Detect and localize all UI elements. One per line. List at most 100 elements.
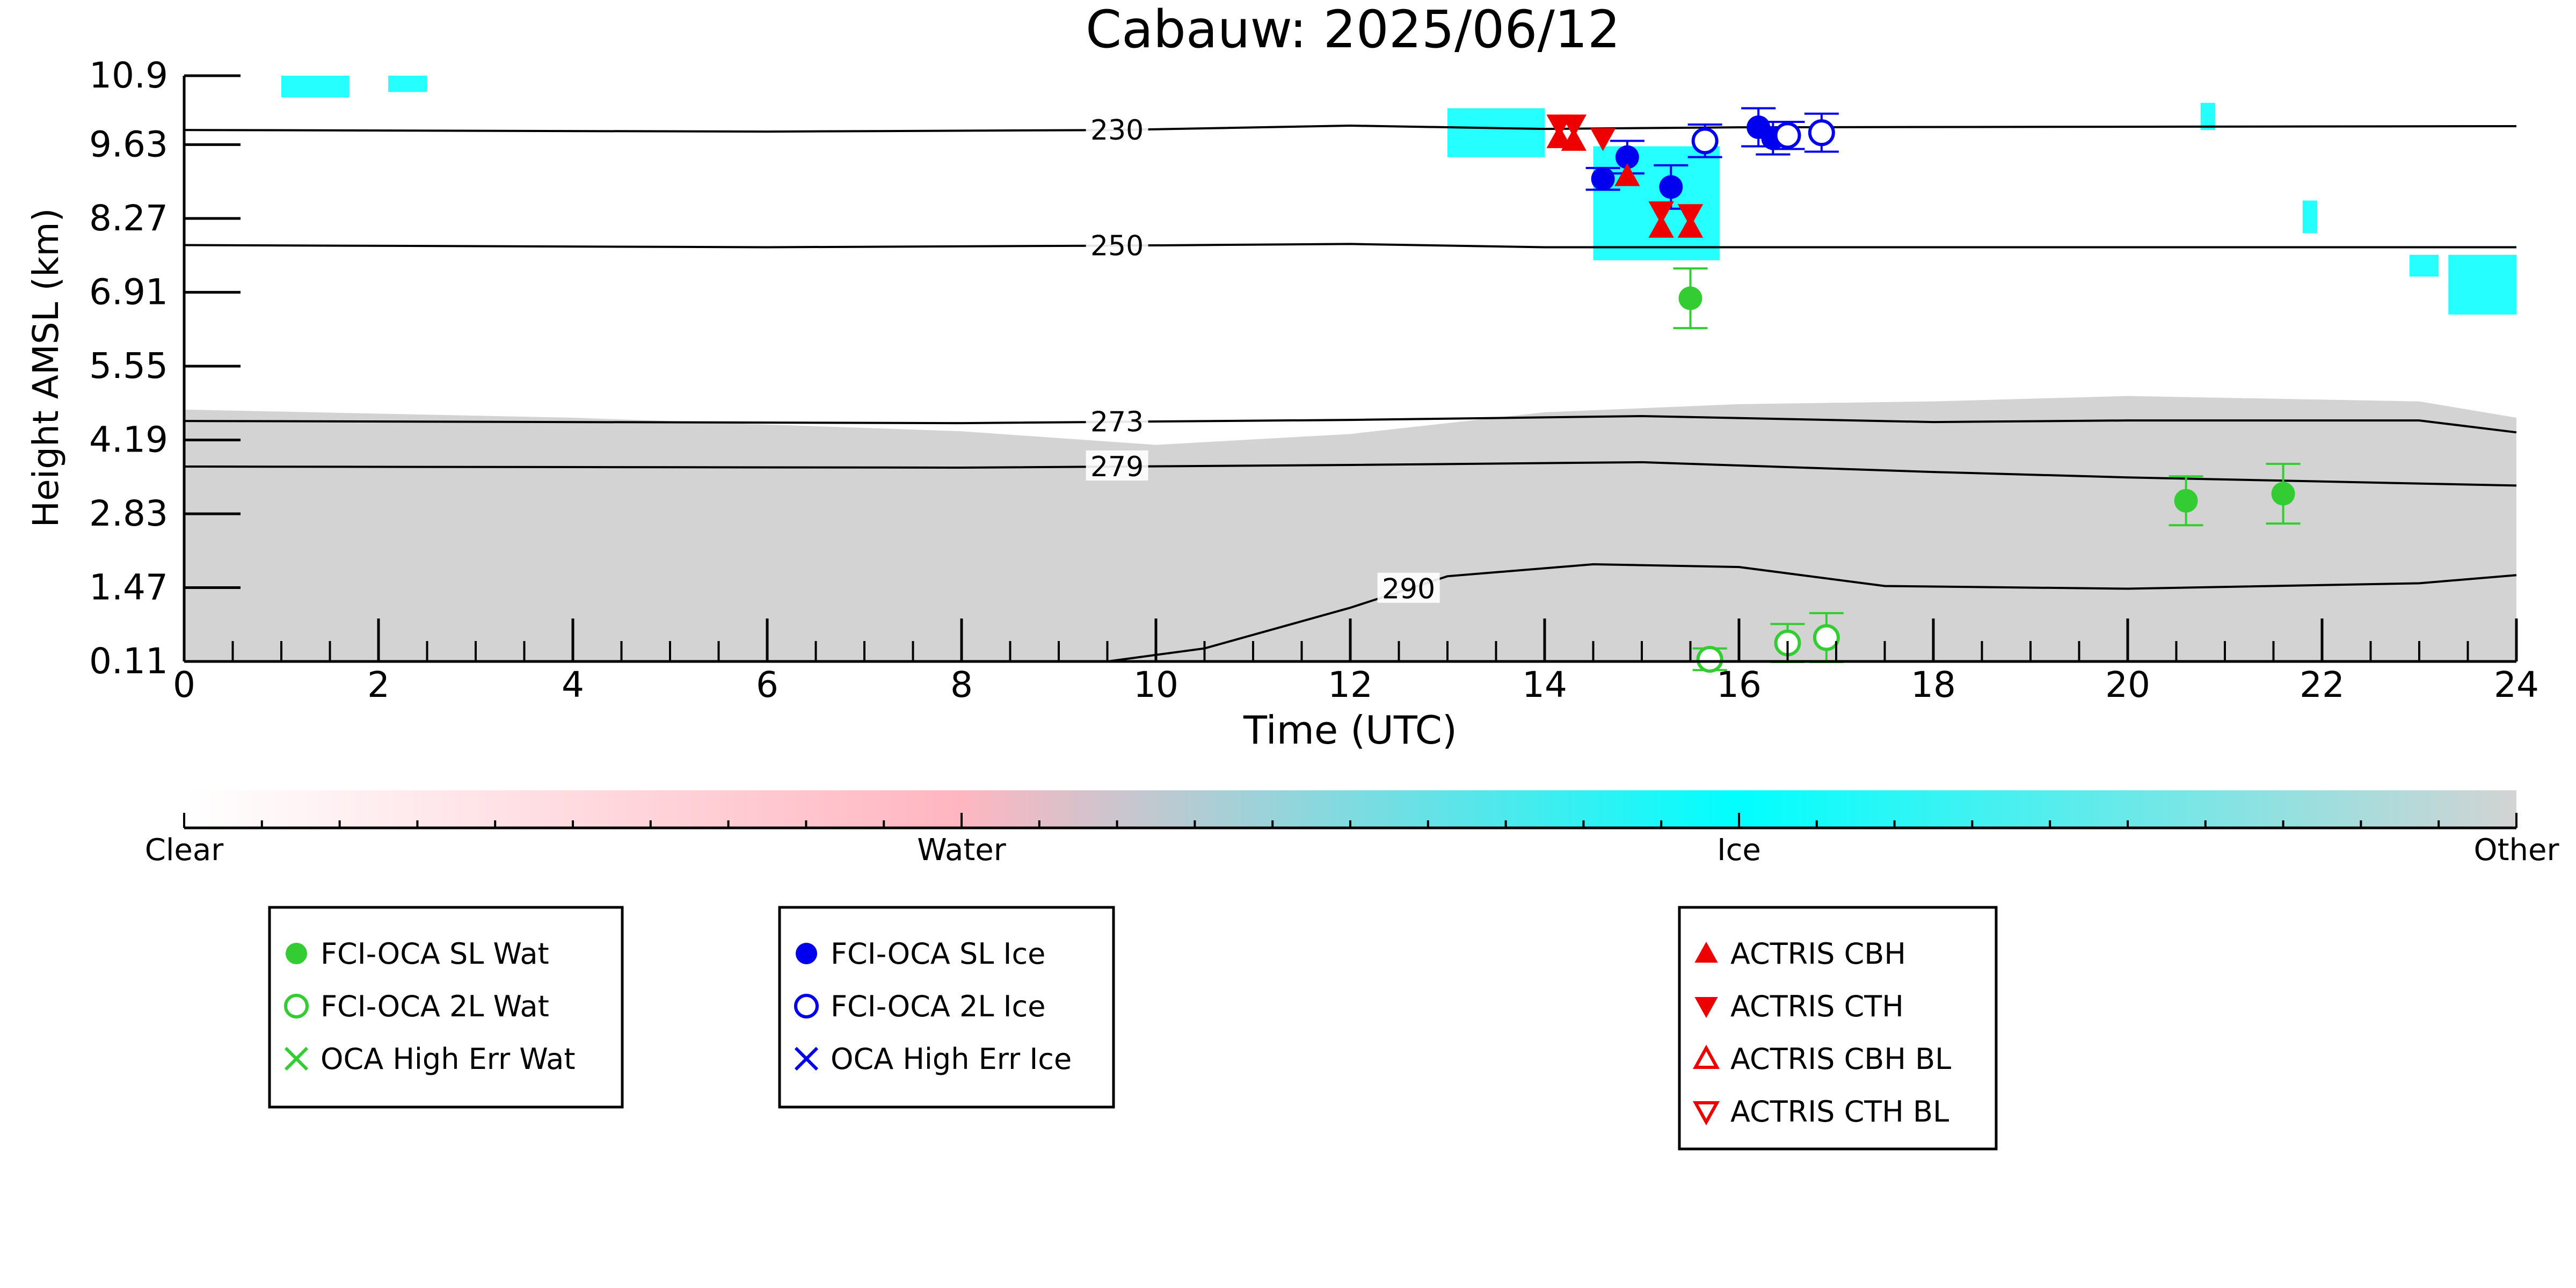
- y-tick-label: 8.27: [89, 198, 168, 239]
- x-tick-label: 2: [367, 664, 390, 705]
- legend-frame: [268, 906, 624, 1109]
- data-point: [1678, 286, 1702, 310]
- data-point: [1614, 163, 1640, 186]
- y-tick-label: 4.19: [89, 419, 168, 460]
- legend-entry: FCI-OCA 2L Ice: [831, 989, 1045, 1023]
- legend-marker: [796, 943, 817, 964]
- other-class-region: [184, 396, 2516, 661]
- contour-label-230: 230: [1090, 114, 1144, 147]
- data-point: [1648, 201, 1674, 224]
- legend-entry: ACTRIS CTH BL: [1730, 1095, 1949, 1129]
- x-tick-label: 14: [1522, 664, 1567, 705]
- colorbar-label: Clear: [145, 833, 224, 868]
- legends: FCI-OCA SL Wat FCI-OCA 2L Wat OCA High Err…: [268, 906, 1998, 1151]
- colorbar-label: Water: [917, 833, 1007, 868]
- contour-label-bg: [1086, 450, 1148, 481]
- y-tick-label: 5.55: [89, 345, 168, 387]
- y-tick-label: 0.11: [89, 641, 168, 682]
- legend-box: FCI-OCA SL Wat FCI-OCA 2L Wat OCA High Err…: [268, 906, 624, 1109]
- legend-marker: [1694, 941, 1718, 963]
- data-point: [1813, 624, 1840, 651]
- contour-label-bg: [1086, 405, 1148, 436]
- temperature-contour-230: [184, 124, 2517, 133]
- legend-marker: [286, 943, 307, 964]
- data-point: [1659, 175, 1683, 199]
- x-tick-label: 4: [562, 664, 584, 705]
- legend-marker: [1692, 1044, 1720, 1069]
- legend-entry: OCA High Err Wat: [321, 1042, 576, 1076]
- plot-area: 230 250 273 279 290: [184, 76, 2517, 673]
- ice-class-region: [281, 76, 350, 98]
- ice-class-region: [2448, 254, 2516, 315]
- contour-label-250: 250: [1090, 230, 1144, 262]
- ice-class-region: [388, 76, 427, 92]
- x-tick-label: 24: [2494, 664, 2539, 705]
- x-tick-label: 6: [756, 664, 778, 705]
- contour-label-bg: [1086, 229, 1148, 260]
- y-tick-label: 9.63: [89, 123, 168, 165]
- x-tick-label: 20: [2105, 664, 2150, 705]
- data-point: [1808, 119, 1835, 147]
- temperature-contour-290: [1107, 563, 2517, 663]
- ice-class-region: [2302, 200, 2317, 234]
- x-tick-label: 0: [173, 664, 195, 705]
- contour-label-bg: [1086, 114, 1148, 144]
- colorbar-label: Other: [2473, 833, 2559, 868]
- legend-entry: ACTRIS CTH: [1730, 989, 1904, 1023]
- y-axis-label: Height AMSL (km): [25, 208, 67, 528]
- x-tick-label: 16: [1716, 664, 1762, 705]
- colorbar-label: Ice: [1717, 833, 1761, 868]
- data-point: [1590, 128, 1616, 151]
- legend-marker: [284, 1046, 309, 1071]
- x-axis-label: Time (UTC): [1243, 708, 1457, 753]
- data-point: [2174, 489, 2198, 513]
- legend-marker: [1692, 1101, 1720, 1126]
- data-point: [1591, 167, 1615, 191]
- ice-class-region: [2409, 254, 2439, 277]
- x-tick-label: 12: [1328, 664, 1373, 705]
- y-tick-label: 2.83: [89, 493, 168, 534]
- x-tick-label: 10: [1133, 664, 1178, 705]
- data-point: [2271, 482, 2295, 506]
- data-point: [1648, 215, 1674, 238]
- legend-marker: [1694, 997, 1718, 1018]
- colorbar: Clear Water Ice Other: [145, 790, 2559, 868]
- chart-title: Cabauw: 2025/06/12: [1086, 0, 1620, 60]
- ice-class-region: [1447, 108, 1545, 157]
- temperature-contour-279: [184, 461, 2517, 487]
- data-point: [1696, 645, 1723, 673]
- x-tick-label: 22: [2300, 664, 2345, 705]
- ice-class-region: [2200, 103, 2215, 130]
- legend-frame: [778, 906, 1115, 1109]
- y-tick-label: 1.47: [89, 566, 168, 608]
- axes: 0 2 4 6 8 10 12 14 16 18 20 22 240.111.472.834.195.5…: [89, 55, 2539, 705]
- x-tick-label: 18: [1911, 664, 1956, 705]
- legend-frame: [1678, 906, 1998, 1151]
- y-tick-label: 6.91: [89, 271, 168, 312]
- legend-entry: ACTRIS CBH BL: [1730, 1042, 1951, 1076]
- data-point: [1561, 114, 1587, 138]
- legend-entry: FCI-OCA SL Wat: [321, 937, 549, 971]
- legend-entry: OCA High Err Ice: [831, 1042, 1072, 1076]
- data-point: [1677, 204, 1704, 227]
- data-point: [1561, 128, 1587, 151]
- contour-label-290: 290: [1382, 573, 1435, 606]
- x-tick-label: 8: [950, 664, 973, 705]
- temperature-contour-273: [184, 414, 2517, 434]
- data-point: [1774, 122, 1801, 149]
- legend-box: ACTRIS CBH ACTRIS CTH ACTRIS CBH BL ACTRIS …: [1678, 906, 1998, 1151]
- legend-marker: [284, 994, 309, 1018]
- legend-entry: FCI-OCA SL Ice: [831, 937, 1045, 971]
- contour-label-bg: [1377, 572, 1440, 603]
- legend-marker: [794, 1046, 819, 1071]
- y-tick-label: 10.9: [89, 55, 168, 96]
- contour-label-273: 273: [1090, 406, 1144, 439]
- data-point: [1615, 145, 1639, 169]
- legend-box: FCI-OCA SL Ice FCI-OCA 2L Ice OCA High Err…: [778, 906, 1115, 1109]
- data-point: [1691, 127, 1719, 155]
- temperature-contour-250: [184, 243, 2516, 249]
- legend-marker: [794, 994, 819, 1018]
- legend-entry: ACTRIS CBH: [1730, 937, 1906, 971]
- legend-entry: FCI-OCA 2L Wat: [321, 989, 549, 1023]
